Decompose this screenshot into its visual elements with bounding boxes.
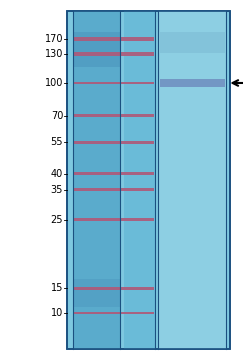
Bar — [74, 52, 154, 56]
Text: 15: 15 — [51, 283, 63, 293]
Bar — [74, 189, 154, 191]
Bar — [73, 279, 120, 307]
Text: 10: 10 — [51, 308, 63, 318]
Bar — [67, 11, 230, 349]
Text: 70: 70 — [51, 111, 63, 121]
Bar — [74, 82, 154, 84]
Bar — [74, 172, 154, 175]
Bar — [124, 11, 155, 349]
Bar — [74, 287, 154, 290]
Bar — [160, 79, 225, 87]
Bar — [74, 218, 154, 221]
Bar — [160, 32, 225, 53]
Text: 100: 100 — [45, 78, 63, 88]
Bar — [74, 37, 154, 41]
Bar — [74, 114, 154, 117]
Text: 40: 40 — [51, 168, 63, 179]
Text: 25: 25 — [51, 215, 63, 225]
Text: 55: 55 — [51, 137, 63, 147]
Bar — [74, 141, 154, 144]
Bar — [158, 11, 226, 349]
Bar — [73, 11, 120, 349]
Text: 35: 35 — [51, 185, 63, 195]
Bar — [67, 11, 230, 349]
Text: 130: 130 — [45, 49, 63, 59]
Bar — [74, 312, 154, 314]
Text: 170: 170 — [45, 34, 63, 44]
Bar — [73, 32, 120, 67]
